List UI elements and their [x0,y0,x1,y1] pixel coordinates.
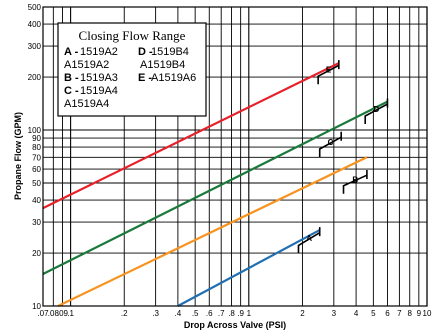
legend-c-line-1: 1519A4 [80,85,118,97]
bracket-e [317,60,340,85]
x-tick-label: 8 [408,309,413,318]
x-tick-label: 2 [300,309,305,318]
legend-key-a: A - [64,46,79,58]
y-tick-label: 10 [32,302,41,311]
x-tick-label: .09 [57,309,69,318]
series-line-b [57,156,368,307]
bracket-label-d: D [373,105,379,114]
y-tick-label: 500 [28,3,42,12]
y-tick-label: 30 [32,218,41,227]
x-tick-label: 5 [371,309,376,318]
x-tick-label: 6 [385,309,390,318]
x-tick-label: .5 [192,309,199,318]
y-tick-label: 200 [28,73,42,82]
bracket-d [364,98,389,125]
x-tick-label: 9 [417,309,422,318]
closing-range-brackets: E D C B A [297,60,389,254]
x-tick-label: 4 [354,309,359,318]
bracket-label-e: E [326,66,332,75]
legend-key-c: C - [64,85,79,97]
series-lines [42,62,388,307]
y-tick-label: 20 [32,249,41,258]
x-tick-label: .9 [237,309,244,318]
legend-c-line-2: A1519A4 [64,98,109,110]
y-tick-label: 80 [32,143,41,152]
series-line-a [177,229,321,307]
legend-b-line-1: 1519A3 [80,72,118,84]
x-tick-label: 10 [423,309,432,318]
series-line-e [42,62,340,210]
x-tick-label: .8 [228,309,235,318]
x-tick-label: .6 [206,309,213,318]
y-tick-label: 70 [32,153,41,162]
x-tick-label: .07 [37,309,49,318]
y-tick-label: 300 [28,42,42,51]
x-axis-title: Drop Across Valve (PSI) [184,320,286,330]
bracket-label-a: A [306,234,312,243]
y-tick-label: 50 [32,179,41,188]
x-tick-label: 7 [397,309,402,318]
y-tick-label: 100 [28,126,42,135]
legend-key-b: B - [64,72,79,84]
legend-d-line-1: 1519B4 [151,46,189,58]
bracket-b [342,169,368,194]
legend-d-line-2: A1519B4 [140,59,185,71]
legend-title: Closing Flow Range [79,28,186,43]
y-tick-label: 60 [32,165,41,174]
legend-key-e: E - [138,72,152,84]
tick-labels: .07.08.09.1.2.3.4.5.6.7.8.9 1 2 3 4 5 6 7 8 9 1010… [28,3,432,318]
legend-a-line-2: A1519A2 [64,59,109,71]
y-tick-label: 400 [28,20,42,29]
bracket-c [318,131,342,157]
legend-box [57,22,207,117]
x-tick-label: .7 [218,309,225,318]
bracket-a [297,227,321,254]
x-tick-label: .2 [121,309,128,318]
x-tick-label: .08 [48,309,60,318]
x-tick-label: 1 [247,309,252,318]
x-tick-label: 3 [332,309,337,318]
series-line-d [42,100,388,275]
y-tick-label: 90 [32,134,41,143]
legend-key-d: D - [138,46,153,58]
bracket-label-c: C [328,138,334,147]
x-tick-label: .1 [67,309,74,318]
x-tick-label: .4 [175,309,182,318]
plot-frame [42,6,428,307]
legend-e-line-1: A1519A6 [151,72,196,84]
y-axis-title: Propane Flow (GPM) [13,112,23,200]
legend: Closing Flow Range A - 1519A2 A1519A2 B … [57,22,207,117]
legend-a-line-1: 1519A2 [80,46,118,58]
x-tick-label: .3 [152,309,159,318]
y-tick-label: 40 [32,196,41,205]
bracket-label-b: B [352,175,358,184]
